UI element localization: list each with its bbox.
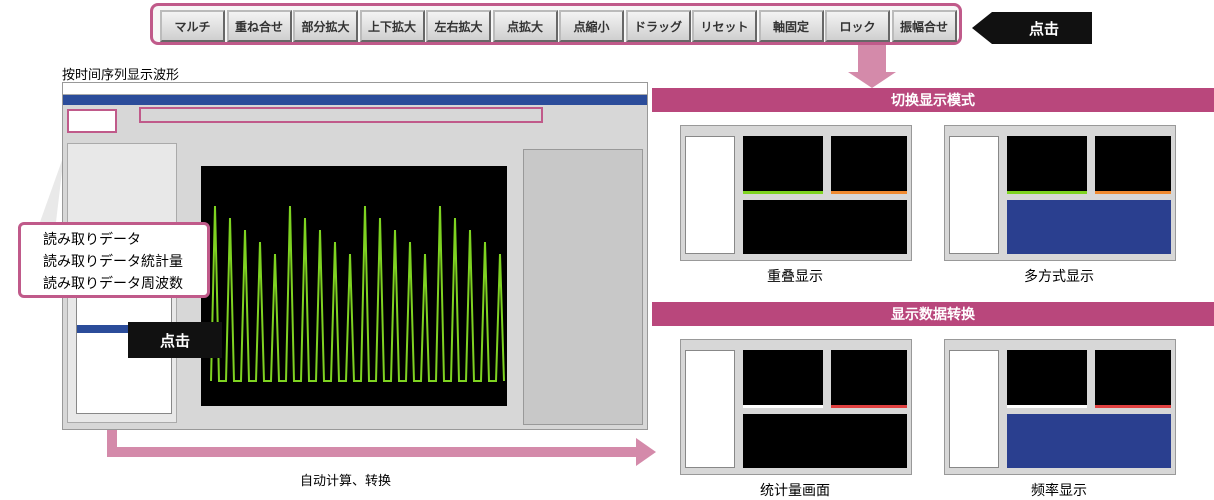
toolbar-button[interactable]: 軸固定: [758, 10, 824, 42]
caption: 频率显示: [1031, 483, 1087, 499]
title-bar: [63, 83, 647, 95]
thumb-plot: [831, 350, 907, 408]
caption: 多方式显示: [1024, 269, 1094, 285]
thumb-list: [949, 350, 999, 468]
toolbar-button[interactable]: 部分拡大: [293, 10, 358, 42]
thumb-list: [685, 136, 735, 254]
toolbar-button[interactable]: ドラッグ: [625, 10, 691, 42]
panel-header: 切换显示模式: [652, 88, 1214, 112]
flow-label: 自动计算、转换: [300, 474, 392, 489]
toolbar-highlight: [139, 107, 543, 123]
thumb-plot: [1095, 350, 1171, 408]
thumb-plot: [1095, 136, 1171, 194]
thumb-list: [949, 136, 999, 254]
toolbar-button[interactable]: 重ね合せ: [226, 10, 292, 42]
toolbar-button[interactable]: 点拡大: [492, 10, 558, 42]
toolbar-button[interactable]: 上下拡大: [359, 10, 425, 42]
data-menu: 読み取りデータ読み取りデータ統計量 読み取りデータ周波数: [18, 222, 210, 298]
thumb-plot: [743, 200, 907, 254]
toolbar-button[interactable]: リセット: [692, 10, 757, 42]
plot-area: [201, 166, 507, 406]
toolbar-button[interactable]: ロック: [825, 10, 890, 42]
selected-row: [77, 325, 171, 333]
toolbar-button[interactable]: マルチ: [160, 10, 225, 42]
menu-item[interactable]: 読み取りデータ周波数: [43, 276, 183, 292]
menu-bar: [63, 95, 647, 105]
right-panel: [523, 149, 643, 425]
menu-highlight: [67, 109, 117, 133]
caption: 重叠显示: [767, 269, 823, 285]
toolbar-button[interactable]: 振幅合せ: [891, 10, 957, 42]
thumb-plot: [1007, 200, 1171, 254]
screenshot-thumb: [680, 125, 912, 261]
screenshot-thumb: [680, 339, 912, 475]
panel-header: 显示数据转换: [652, 302, 1214, 326]
main-title: 按时间序列显示波形: [62, 68, 180, 83]
menu-item[interactable]: 読み取りデータ: [43, 232, 141, 248]
flow-arrow-head: [636, 438, 656, 466]
menu-item[interactable]: 読み取りデータ統計量: [43, 254, 183, 270]
thumb-plot: [1007, 414, 1171, 468]
thumb-list: [685, 350, 735, 468]
caption: 统计量画面: [760, 483, 830, 499]
thumb-plot: [831, 136, 907, 194]
screenshot-thumb: [944, 339, 1176, 475]
down-arrow: [848, 45, 896, 88]
screenshot-thumb: [944, 125, 1176, 261]
thumb-plot: [1007, 136, 1087, 194]
waveform: [210, 205, 505, 382]
toolbar-callout: 点击: [1000, 14, 1088, 42]
waveform-line: [210, 205, 505, 382]
toolbar-button[interactable]: 左右拡大: [426, 10, 491, 42]
thumb-plot: [743, 136, 823, 194]
toolbar-button[interactable]: 点縮小: [559, 10, 624, 42]
thumb-plot: [1007, 350, 1087, 408]
menu-callout: 点击: [128, 322, 222, 358]
thumb-plot: [743, 414, 907, 468]
thumb-plot: [743, 350, 823, 408]
